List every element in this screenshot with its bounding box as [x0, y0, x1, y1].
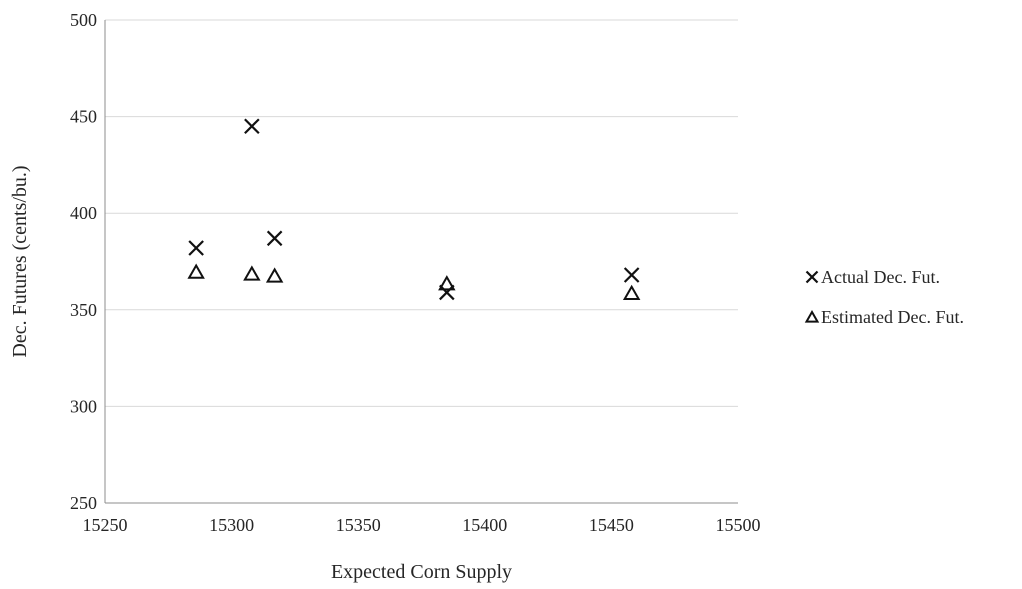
series-estimated [187, 263, 641, 300]
data-point-triangle [243, 265, 261, 281]
data-point-triangle [438, 275, 456, 291]
data-point-x [188, 240, 204, 256]
legend-marker-triangle-icon [804, 310, 820, 323]
data-point-x [623, 267, 640, 283]
x-tick-labels: 15250 15300 15350 15400 15450 15500 [83, 515, 761, 535]
data-point-triangle [622, 284, 641, 300]
y-tick-label: 300 [70, 396, 97, 416]
legend: Actual Dec. Fut. Estimated Dec. Fut. [804, 267, 964, 327]
legend-label-actual: Actual Dec. Fut. [821, 267, 940, 287]
data-point-x [244, 118, 260, 135]
data-point-x [266, 230, 283, 247]
legend-item-actual: Actual Dec. Fut. [805, 267, 940, 287]
y-tick-label: 250 [70, 493, 97, 513]
data-point-triangle [265, 267, 284, 283]
x-tick-label: 15400 [462, 515, 507, 535]
x-tick-label: 15300 [209, 515, 254, 535]
y-tick-label: 350 [70, 300, 97, 320]
y-tick-label: 500 [70, 10, 97, 30]
y-tick-label: 400 [70, 203, 97, 223]
x-axis-title: Expected Corn Supply [331, 561, 512, 583]
x-tick-label: 15450 [589, 515, 634, 535]
legend-label-estimated: Estimated Dec. Fut. [821, 307, 964, 327]
x-tick-label: 15500 [716, 515, 761, 535]
data-points [187, 118, 641, 301]
data-point-x [439, 284, 455, 301]
x-tick-label: 15350 [336, 515, 381, 535]
x-tick-label: 15250 [83, 515, 128, 535]
series-actual [188, 118, 640, 301]
data-point-triangle [187, 263, 205, 279]
legend-triangle-shape [804, 310, 820, 323]
legend-item-estimated: Estimated Dec. Fut. [804, 307, 964, 327]
gridlines [105, 19, 738, 407]
y-tick-labels: 250 300 350 400 450 500 [70, 10, 97, 513]
legend-x-shape [805, 270, 819, 284]
y-axis-title: Dec. Futures (cents/bu.) [9, 165, 31, 357]
y-tick-label: 450 [70, 107, 97, 127]
legend-marker-x-icon [805, 270, 819, 284]
